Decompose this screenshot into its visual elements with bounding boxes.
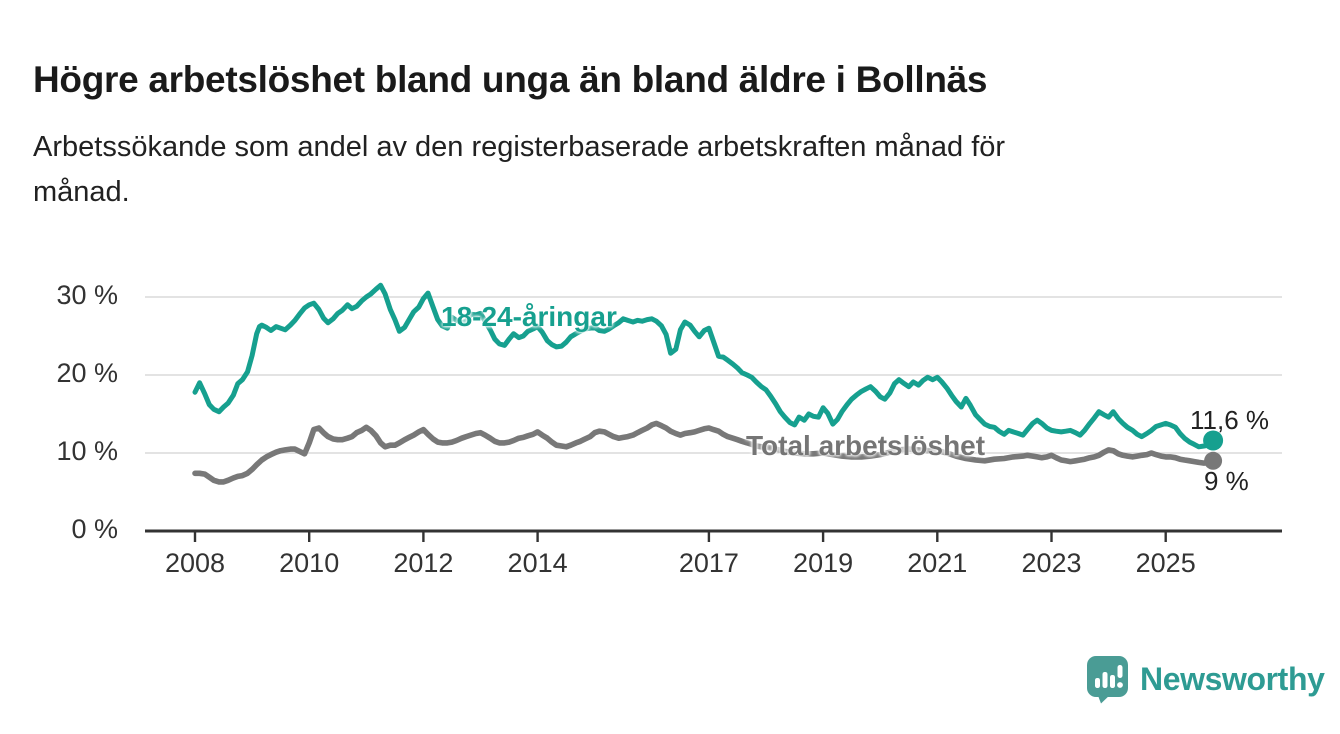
x-tick-label: 2010 [279, 548, 340, 578]
end-value-label-youth: 11,6 % [1190, 405, 1270, 435]
series-label-total: Total arbetslöshet [746, 430, 986, 461]
newsworthy-bubble-icon [1087, 656, 1128, 704]
x-tick-label: 2021 [907, 548, 968, 578]
series-line-total [192, 420, 1216, 485]
newsworthy-logo: Newsworthy [1085, 655, 1325, 704]
y-tick-label: 30 % [56, 280, 118, 310]
x-tick-label: 2023 [1021, 548, 1082, 578]
chart-subtitle-line-1: Arbetssökande som andel av den registerb… [33, 131, 1006, 163]
chart-title: Högre arbetslöshet bland unga än bland ä… [33, 58, 988, 100]
y-tick-label: 10 % [56, 436, 118, 466]
x-tick-label: 2017 [678, 548, 739, 578]
end-value-label-total: 9 % [1204, 466, 1249, 496]
newsworthy-wordmark: Newsworthy [1140, 661, 1325, 697]
x-tick-label: 2025 [1135, 548, 1196, 578]
end-dot-youth [1203, 430, 1224, 451]
series-line-youth [192, 282, 1216, 450]
x-tick-label: 2012 [393, 548, 454, 578]
series-label-youth: 18-24-åringar [441, 301, 617, 332]
x-tick-label: 2014 [507, 548, 568, 578]
y-tick-label: 20 % [56, 358, 118, 388]
end-dot-total [1204, 451, 1223, 470]
chart-subtitle-line-2: månad. [33, 176, 130, 208]
y-tick-label: 0 % [71, 514, 118, 544]
x-tick-label: 2019 [793, 548, 854, 578]
x-tick-label: 2008 [164, 548, 226, 578]
